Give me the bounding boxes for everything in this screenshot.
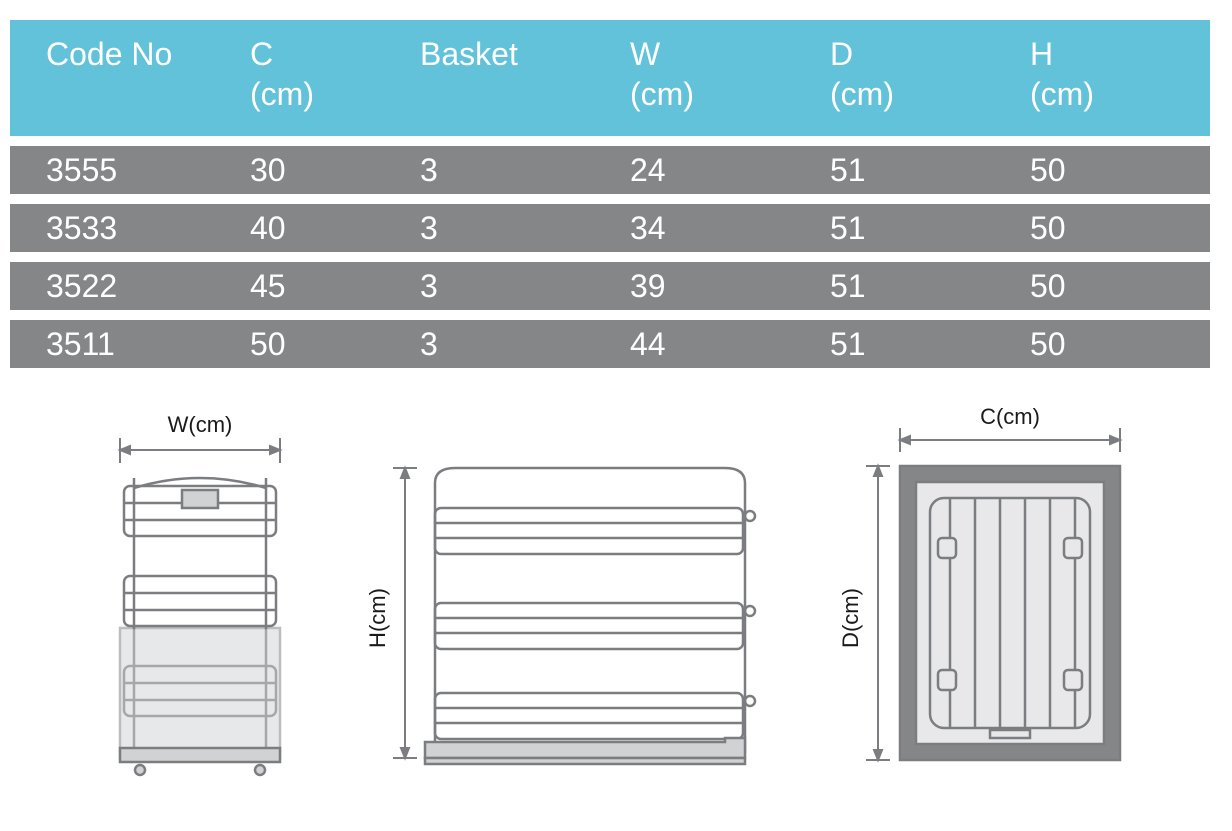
cell-h: 50 [1000,268,1200,305]
col-header-h: H (cm) [1000,34,1200,114]
cell-d: 51 [800,326,1000,363]
cell-code: 3522 [10,268,230,305]
cell-w: 34 [600,210,800,247]
cell-h: 50 [1000,326,1200,363]
diagram-side-svg: H(cm) [365,408,765,778]
table-row: 3522 45 3 39 51 50 [10,262,1210,310]
dim-label-w: W(cm) [168,412,233,437]
diagram-top: C(cm) D(cm) [820,408,1150,778]
dim-label-d: D(cm) [838,588,863,648]
cell-basket: 3 [410,268,600,305]
dim-label-c: C(cm) [980,408,1040,429]
cell-c: 45 [230,268,410,305]
cell-h: 50 [1000,152,1200,189]
table-row: 3511 50 3 44 51 50 [10,320,1210,368]
cell-c: 40 [230,210,410,247]
table-header-row: Code No C (cm) Basket W (cm) D (cm) H (c… [10,20,1210,136]
col-header-basket: Basket [410,34,600,74]
col-header-c: C (cm) [230,34,410,114]
diagram-side: H(cm) [365,408,765,778]
cell-basket: 3 [410,210,600,247]
cell-d: 51 [800,210,1000,247]
cell-basket: 3 [410,326,600,363]
table-row: 3555 30 3 24 51 50 [10,146,1210,194]
cell-code: 3555 [10,152,230,189]
col-header-code: Code No [10,34,230,74]
cell-d: 51 [800,268,1000,305]
col-header-d: D (cm) [800,34,1000,114]
diagram-front-svg: W(cm) [90,408,310,778]
cell-c: 50 [230,326,410,363]
cell-c: 30 [230,152,410,189]
cell-h: 50 [1000,210,1200,247]
cell-w: 39 [600,268,800,305]
cell-d: 51 [800,152,1000,189]
dim-label-h: H(cm) [365,588,390,648]
spec-table: Code No C (cm) Basket W (cm) D (cm) H (c… [10,20,1210,368]
diagram-top-svg: C(cm) D(cm) [820,408,1150,778]
cell-code: 3533 [10,210,230,247]
table-row: 3533 40 3 34 51 50 [10,204,1210,252]
cell-code: 3511 [10,326,230,363]
cell-basket: 3 [410,152,600,189]
cell-w: 44 [600,326,800,363]
cell-w: 24 [600,152,800,189]
col-header-w: W (cm) [600,34,800,114]
diagram-row: W(cm) [10,408,1210,778]
diagram-front: W(cm) [90,408,310,778]
